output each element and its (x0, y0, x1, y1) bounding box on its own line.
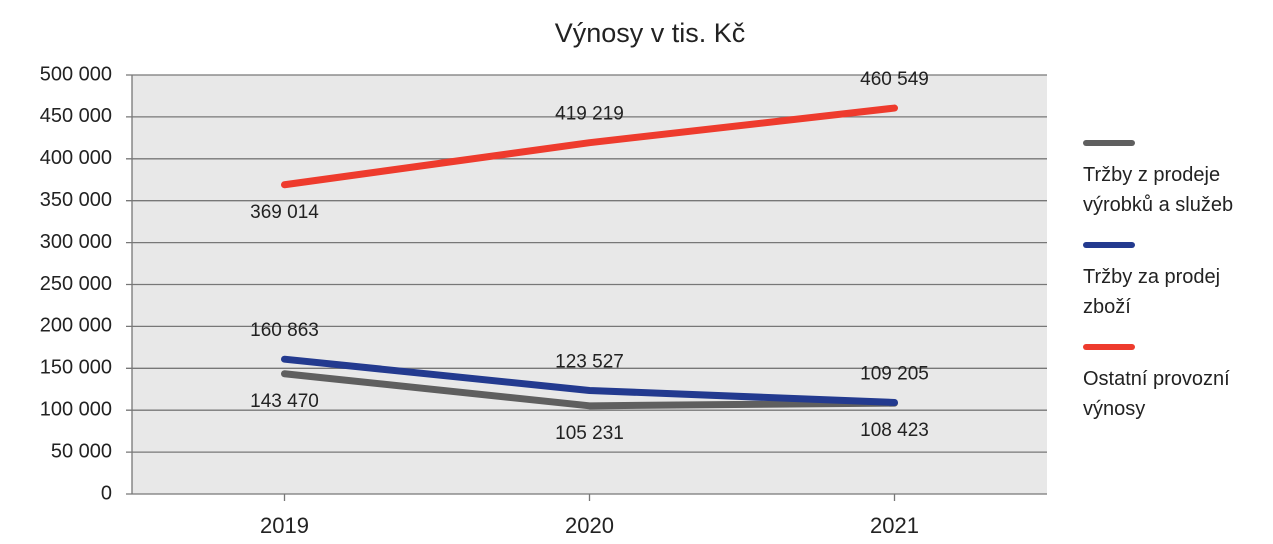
data-label: 108 423 (860, 420, 929, 441)
data-label: 460 549 (860, 69, 929, 90)
data-label: 160 863 (250, 320, 319, 341)
y-tick-label: 200 000 (40, 315, 112, 337)
legend-label: Ostatní provozní výnosy (1083, 368, 1230, 420)
legend-swatch (1083, 242, 1135, 248)
y-tick-label: 450 000 (40, 105, 112, 127)
y-tick-label: 250 000 (40, 273, 112, 295)
y-tick-label: 300 000 (40, 231, 112, 253)
y-tick-label: 350 000 (40, 189, 112, 211)
y-tick-label: 400 000 (40, 147, 112, 169)
data-label: 419 219 (555, 104, 624, 125)
y-tick-label: 100 000 (40, 398, 112, 420)
legend-swatch (1083, 140, 1135, 146)
series-line (281, 104, 898, 189)
legend-label: Tržby z prodeje výrobků a služeb (1083, 164, 1234, 216)
data-label: 123 527 (555, 352, 624, 373)
data-label: 369 014 (250, 202, 319, 223)
y-tick-label: 50 000 (51, 440, 112, 462)
data-label: 109 205 (860, 364, 929, 385)
data-label: 143 470 (250, 391, 319, 412)
y-tick-label: 150 000 (40, 357, 112, 379)
series-line (281, 355, 898, 406)
x-tick-label: 2021 (870, 513, 919, 538)
legend-item: Ostatní provozní výnosy (1083, 344, 1271, 424)
legend-item: Tržby za prodej zboží (1083, 242, 1271, 322)
series-line (281, 370, 898, 410)
legend-swatch (1083, 344, 1135, 350)
chart: Výnosy v tis. Kč 0 50 000 100 000 150 000 20… (40, 18, 1047, 538)
data-label: 105 231 (555, 423, 624, 444)
legend: Tržby z prodeje výrobků a služeb Tržby za… (1083, 140, 1271, 446)
y-tick-label: 0 (101, 482, 112, 504)
legend-item: Tržby z prodeje výrobků a služeb (1083, 140, 1271, 220)
chart-title: Výnosy v tis. Kč (555, 18, 746, 48)
legend-label: Tržby za prodej zboží (1083, 266, 1221, 318)
y-tick-label: 500 000 (40, 63, 112, 85)
x-tick-label: 2019 (260, 513, 309, 538)
x-tick-label: 2020 (565, 513, 614, 538)
